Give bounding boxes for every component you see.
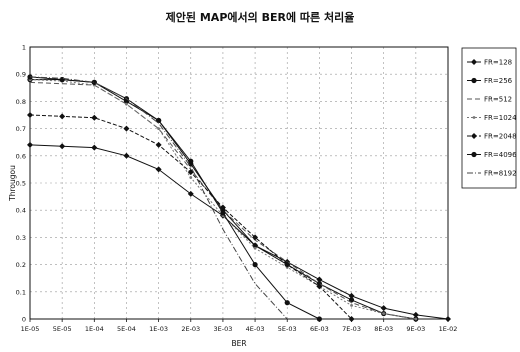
data-point [91, 144, 98, 151]
y-tick-label: 0.2 [16, 261, 26, 269]
x-tick-label: 4E-03 [246, 325, 265, 333]
series-fr-2048 [27, 112, 355, 322]
legend-label: FR=512 [484, 96, 512, 104]
data-point [155, 166, 162, 173]
y-tick-label: 0 [22, 316, 26, 324]
series-fr-1024 [28, 78, 418, 321]
series-fr-4096 [27, 74, 322, 322]
y-tick-label: 0.9 [16, 71, 26, 79]
x-tick-label: 1E-04 [85, 325, 104, 333]
legend-marker [471, 77, 477, 84]
data-point [316, 283, 323, 290]
data-point [188, 158, 194, 164]
data-point [155, 141, 162, 148]
y-tick-label: 0.3 [16, 234, 26, 242]
legend-marker [471, 151, 477, 158]
legend-marker [471, 133, 477, 139]
data-point [219, 204, 226, 211]
data-point [220, 210, 226, 216]
legend-label: FR=4096 [484, 151, 517, 159]
legend-marker [471, 59, 477, 65]
data-point [27, 112, 33, 118]
data-point [27, 141, 33, 148]
y-tick-label: 0.5 [16, 180, 26, 188]
x-axis-label: BER [231, 339, 246, 348]
data-point [252, 262, 258, 268]
data-point [380, 305, 387, 312]
data-point [316, 276, 323, 283]
grid-lines [30, 47, 448, 319]
plot-frame [29, 46, 449, 320]
data-point [284, 300, 290, 306]
x-tick-label: 5E-05 [53, 325, 72, 333]
data-point [157, 127, 161, 130]
chart-title: 제안된 MAP에서의 BER에 따른 처리율 [165, 11, 355, 24]
x-tick-label: 5E-03 [278, 325, 297, 333]
x-tick-label: 5E-04 [117, 325, 136, 333]
y-tick-label: 0.8 [16, 98, 26, 106]
data-point [348, 297, 355, 303]
data-point [91, 79, 97, 85]
data-point [284, 261, 291, 268]
legend-label: FR=2048 [484, 133, 517, 141]
data-point [59, 113, 66, 120]
data-point [253, 246, 257, 250]
x-tick-label: 3E-03 [213, 325, 232, 333]
x-tick-label: 1E-03 [149, 325, 168, 333]
y-tick-label: 0.6 [16, 152, 26, 160]
legend-label: FR=128 [484, 59, 512, 67]
data-point [445, 316, 451, 322]
x-tick-label: 1E-05 [21, 325, 40, 333]
x-tick-label: 9E-03 [406, 325, 425, 333]
data-point [252, 242, 258, 249]
series-line [29, 144, 449, 320]
y-tick-label: 1 [22, 44, 26, 52]
data-point [348, 316, 355, 322]
y-tick-label: 0.7 [16, 125, 26, 133]
y-tick-label: 0.1 [16, 288, 26, 296]
data-point [414, 317, 418, 321]
data-point [316, 316, 322, 322]
data-point [59, 143, 66, 150]
legend-label: FR=1024 [484, 114, 517, 122]
x-tick-label: 2E-03 [181, 325, 200, 333]
legend-box [461, 47, 517, 189]
series-fr-128 [27, 141, 451, 322]
y-tick-label: 0.4 [16, 207, 26, 215]
data-point [125, 102, 128, 106]
x-tick-label: 6E-03 [310, 325, 329, 333]
data-point [252, 234, 259, 241]
data-point [348, 292, 355, 299]
data-point [156, 117, 162, 124]
x-tick-label: 8E-03 [374, 325, 393, 333]
data-point [123, 152, 130, 159]
data-point [187, 190, 194, 197]
data-point [382, 312, 386, 315]
legend-label: FR=256 [484, 77, 513, 85]
x-tick-label: 1E-02 [439, 325, 458, 333]
legend-label: FR=8192 [484, 170, 517, 178]
legend: FR=128 FR=256 FR=512 FR=1024 FR=2048 FR=4096 F… [461, 47, 517, 189]
legend-marker [472, 116, 476, 119]
data-point [412, 311, 419, 318]
data-point [123, 125, 130, 132]
data-point [91, 114, 98, 121]
data-point [350, 304, 353, 307]
x-tick-label: 7E-03 [342, 325, 361, 333]
data-point [189, 176, 193, 179]
series-line [29, 76, 320, 320]
y-axis-label: Througou [8, 165, 17, 202]
